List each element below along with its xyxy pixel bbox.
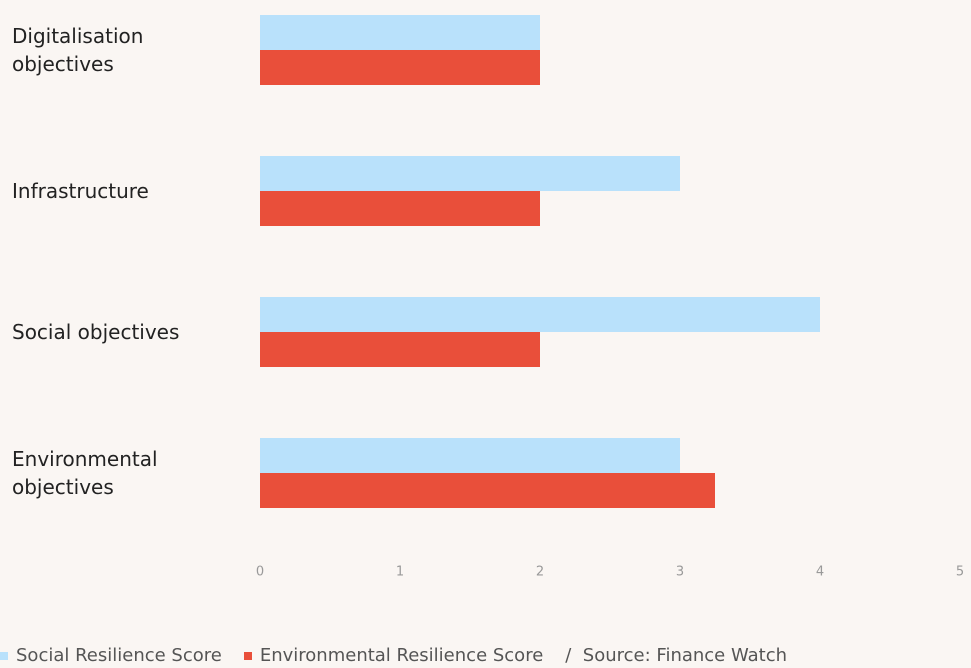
legend-item: Social Resilience Score xyxy=(0,645,222,666)
x-tick-label: 4 xyxy=(816,565,824,580)
x-tick-label: 2 xyxy=(536,565,544,580)
x-tick-label: 0 xyxy=(256,565,264,580)
category-label: Social objectives xyxy=(12,320,180,344)
source: / Source: Finance Watch xyxy=(565,645,788,666)
bar xyxy=(260,473,715,508)
category-label: Digitalisation objectives xyxy=(12,24,144,76)
bar xyxy=(260,156,680,191)
bar xyxy=(260,50,540,85)
bar xyxy=(260,332,540,367)
legend-swatch xyxy=(243,651,252,660)
bar xyxy=(260,438,680,473)
legend-swatch xyxy=(0,651,8,660)
x-tick-label: 3 xyxy=(676,565,684,580)
legend-label: Environmental Resilience Score xyxy=(259,645,544,666)
legend-label: Social Resilience Score xyxy=(16,645,222,666)
category-label: Infrastructure xyxy=(12,179,149,203)
category-label: Environmental objectives xyxy=(12,447,158,499)
legend-item: Environmental Resilience Score xyxy=(243,645,544,666)
bar xyxy=(260,15,540,50)
bar xyxy=(260,297,820,332)
x-tick-label: 1 xyxy=(396,565,404,580)
bar xyxy=(260,191,540,226)
x-tick-label: 5 xyxy=(956,565,964,580)
legend: Social Resilience Score Environmental Res… xyxy=(0,645,787,666)
